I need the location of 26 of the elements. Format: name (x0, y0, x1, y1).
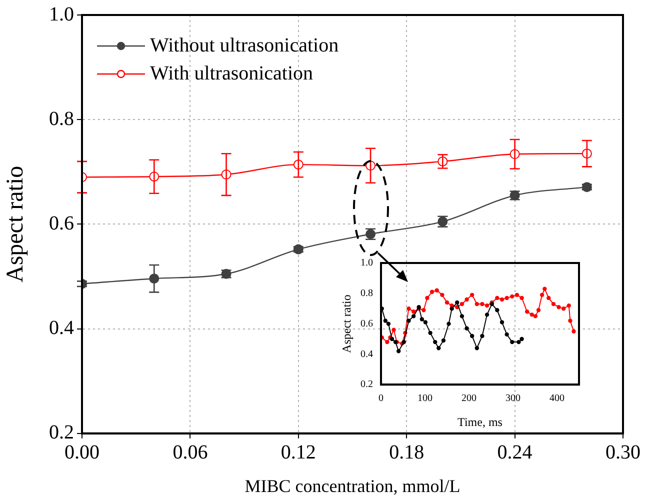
y-tick-label: 0.4 (49, 317, 74, 340)
y-tick-label: 0.8 (360, 288, 373, 300)
y-tick-label: 0.6 (49, 212, 74, 234)
x-tick-label: 200 (462, 393, 476, 404)
y-axis-title: Aspect ratio (2, 166, 29, 283)
x-tick-label: 0.12 (280, 442, 316, 464)
x-axis-title: MIBC concentration, mmol/L (244, 476, 460, 496)
x-tick-label: 400 (550, 393, 564, 404)
legend-label: With ultrasonication (150, 62, 314, 84)
y-tick-label: 0.2 (49, 422, 74, 444)
x-tick-label: 0.18 (389, 442, 424, 464)
legend-label: Without ultrasonication (150, 34, 339, 56)
x-tick-label: 0.24 (497, 442, 532, 464)
x-tick-label: 0.00 (64, 442, 100, 464)
y-axis-title: Aspect ratio (339, 294, 354, 353)
x-tick-label: 0 (378, 393, 384, 404)
y-tick-label: 0.4 (360, 348, 373, 360)
y-tick-label: 0.8 (49, 108, 74, 130)
x-tick-label: 300 (506, 393, 520, 404)
y-tick-label: 0.2 (360, 379, 373, 390)
y-tick-label: 1.0 (49, 3, 74, 26)
x-tick-label: 0.30 (606, 442, 640, 464)
x-tick-label: 100 (418, 393, 432, 404)
x-axis-title: Time, ms (458, 414, 503, 429)
y-tick-label: 0.6 (360, 318, 373, 330)
x-tick-label: 0.06 (172, 442, 208, 464)
